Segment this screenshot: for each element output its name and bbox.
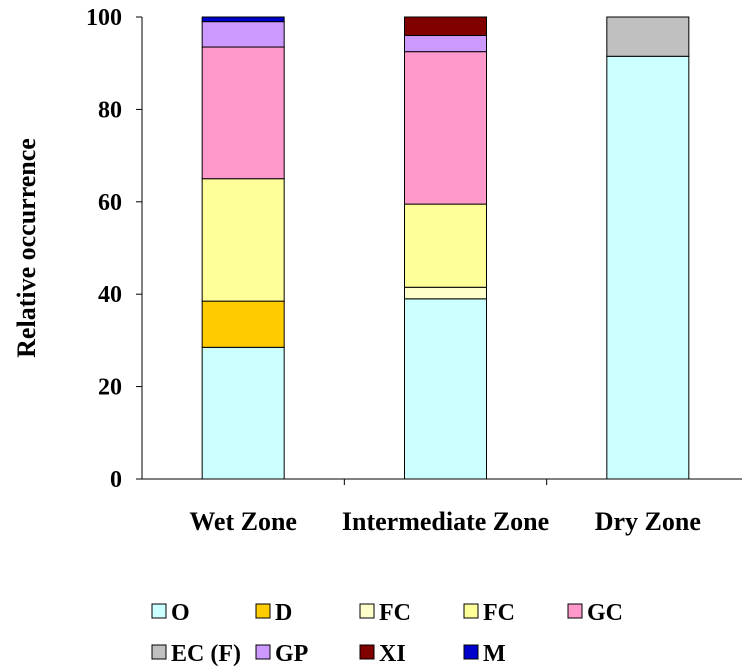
- bar-segment-xi: [404, 16, 487, 36]
- legend-label: M: [483, 641, 506, 667]
- bar-segment-d: [201, 300, 285, 348]
- bar-segment-fc: [404, 286, 487, 300]
- bar-segment-m: [201, 16, 285, 23]
- y-tick-label: 60: [98, 190, 122, 216]
- x-category-label: Wet Zone: [189, 507, 297, 536]
- y-tick-label: 20: [98, 375, 122, 401]
- y-tick-label: 40: [98, 282, 122, 308]
- y-axis-title: Relative occurrence: [12, 138, 41, 358]
- legend-swatch: [359, 644, 375, 660]
- bar-segment-o: [201, 346, 285, 480]
- legend-swatch: [255, 603, 271, 619]
- legend-label: EC (F): [171, 641, 241, 667]
- bar-segment-gp: [201, 21, 285, 48]
- legend-label: FC: [379, 600, 411, 626]
- legend-label: FC: [483, 600, 515, 626]
- legend-label: XI: [379, 641, 406, 667]
- legend-swatch: [255, 644, 271, 660]
- legend-swatch: [151, 644, 167, 660]
- legend-label: GP: [275, 641, 308, 667]
- legend-label: GC: [587, 600, 623, 626]
- x-category-label: Intermediate Zone: [342, 507, 549, 536]
- legend-label: O: [171, 600, 190, 626]
- bar-segment-ec-f: [606, 16, 690, 57]
- y-tick-label: 0: [110, 467, 122, 493]
- x-category-label: Dry Zone: [595, 507, 701, 536]
- plot-area: 0 20 40 60 80 100 Relative occurrence Wet Zone I…: [12, 5, 742, 536]
- legend: O D FC FC GC EC (F) GP XI M: [151, 600, 623, 667]
- legend-swatch: [359, 603, 375, 619]
- legend-swatch: [151, 603, 167, 619]
- bar-segment-gp: [404, 34, 487, 53]
- bar-segment-fc: [404, 203, 487, 288]
- legend-swatch: [463, 603, 479, 619]
- legend-label: D: [275, 600, 292, 626]
- bar-segment-gc: [404, 51, 487, 205]
- bar-segment-gc: [201, 46, 285, 180]
- legend-swatch: [463, 644, 479, 660]
- legend-swatch: [567, 603, 583, 619]
- bar-segment-o: [404, 298, 487, 480]
- y-tick-label: 80: [98, 97, 122, 123]
- bar-segment-o: [606, 55, 690, 480]
- bar-segment-fc: [201, 178, 285, 302]
- y-tick-label: 100: [86, 5, 122, 31]
